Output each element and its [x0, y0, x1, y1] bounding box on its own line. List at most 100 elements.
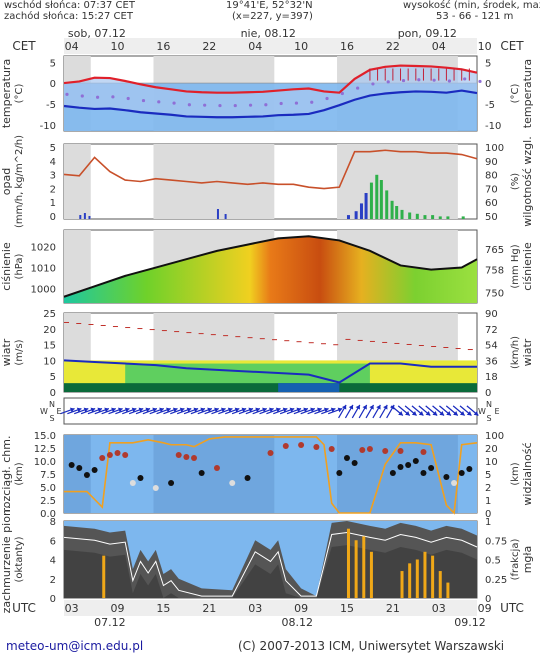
contact-email[interactable]: meteo-um@icm.edu.pl [6, 639, 144, 653]
precip-bar-small [88, 216, 91, 219]
wind-arrow [74, 407, 89, 415]
top-hour: 16 [156, 40, 170, 53]
wind-arrow [245, 407, 261, 415]
sunset-text: zachód słońca: 15:27 CET [4, 11, 133, 22]
wind-arrow [142, 407, 158, 415]
precip-bar [431, 215, 435, 219]
wind-arrow-head [200, 407, 206, 413]
temp-dot [340, 91, 344, 96]
top-axis-bar [64, 38, 477, 54]
precip-tick-left: 1 [50, 198, 56, 209]
side-unit-left-visibility: (km) [14, 462, 25, 485]
cloud-dot [244, 475, 251, 481]
fog-bar [438, 571, 442, 598]
bottom-date: 07.12 [94, 616, 126, 629]
cloud-dot [451, 480, 458, 486]
wind-arrow-head [282, 407, 288, 413]
cloud-dot [68, 462, 75, 468]
cloud-dot [412, 458, 419, 464]
wind-arrow [351, 404, 361, 419]
wind-arrow [204, 407, 219, 415]
precip-bar [379, 180, 383, 219]
wind-arrow [67, 407, 82, 415]
fog-bar [362, 536, 366, 598]
visibility-tick-right: 100 [485, 431, 504, 442]
precip-tick-left: 0 [50, 212, 56, 223]
humidity-tick-right: 60 [485, 198, 498, 209]
cloud-dot [359, 447, 366, 453]
compass-w-right: W [478, 407, 486, 416]
temp-dot [447, 79, 452, 83]
wind-arrow-head [145, 407, 151, 413]
wind-arrow-head [234, 407, 240, 413]
side-unit-right-clouds: (frakcja) [510, 539, 521, 581]
wind-arrow [266, 407, 281, 415]
wind-arrow [80, 407, 96, 415]
wind-arrow [183, 407, 199, 415]
wind-arrow-head [241, 407, 247, 413]
temp-dot [264, 103, 268, 107]
wind-arrow-head [90, 407, 96, 413]
temp-dot [478, 79, 482, 84]
precip-bar [408, 212, 412, 219]
precip-tick-left: 5 [50, 143, 56, 154]
bottom-hour: 15 [156, 602, 170, 615]
temp-dot [401, 78, 406, 83]
tz-top-right: CET [500, 39, 524, 53]
visibility-line [64, 436, 478, 515]
cloud-dot [152, 485, 159, 491]
fog-bar [400, 571, 404, 598]
pressure-tick-right: 758 [485, 266, 504, 277]
pressure-tick-right: 750 [485, 289, 504, 300]
temp-dot [417, 78, 421, 82]
cloud-dot [466, 466, 473, 472]
cloud-dot [328, 446, 335, 452]
wind-arrow-head [473, 411, 479, 416]
precip-bar-small [224, 214, 227, 219]
cloud-dot [389, 470, 396, 476]
wind-arrow [365, 404, 375, 419]
precip-bar-small [79, 215, 82, 219]
bottom-hour: 09 [294, 602, 308, 615]
cloud-dot [106, 452, 113, 458]
pressure-tick-left: 1010 [31, 264, 56, 275]
compass-s-right: S [486, 414, 491, 423]
precip-tick-left: 3 [50, 171, 56, 182]
temp-line-0 [63, 64, 478, 94]
temp-tick-right: -10 [485, 121, 501, 132]
cloud-dot [213, 465, 220, 471]
wind-arrow [300, 407, 316, 415]
wind-arrow-head [376, 404, 381, 410]
temp-dot [80, 94, 84, 98]
tz-bottom-left: UTC [12, 601, 36, 615]
wind-arrow [252, 407, 267, 415]
precip-bar-small [216, 209, 219, 219]
side-unit-right-pressure: (mm Hg) [510, 244, 521, 288]
cloud-dot [191, 455, 198, 461]
wind-arrow-head [459, 411, 465, 416]
cloud-extent-tick-left: 12.5 [34, 444, 56, 455]
temp-line-1 [63, 89, 478, 119]
temp-dot [203, 103, 207, 107]
grid-text: (x=227, y=397) [232, 11, 313, 22]
pressure-tick-right: 765 [485, 245, 504, 256]
wind-arrow [108, 407, 123, 415]
visibility-night [153, 435, 275, 513]
precip-bar [395, 206, 399, 219]
cloud-extent-tick-left: 0.0 [40, 509, 56, 520]
wind-arrow [379, 404, 388, 419]
side-title-right-temperature: temperatura [521, 59, 534, 128]
fog-tick-right: 0.25 [485, 575, 507, 586]
cloud-extent-tick-left: 2.5 [40, 496, 56, 507]
wind-arrow [87, 407, 103, 415]
side-title-left-clouds: zachmurzenie pion. [0, 506, 13, 614]
cloud-dot [313, 444, 320, 450]
wind-band-dark [64, 383, 477, 392]
wind-arrow [432, 405, 445, 416]
precip-bar-small [83, 213, 86, 219]
wind-arrow [135, 407, 151, 415]
fog-bar [102, 555, 106, 598]
wind-arrow [149, 407, 165, 415]
wind-arrow [445, 405, 459, 416]
